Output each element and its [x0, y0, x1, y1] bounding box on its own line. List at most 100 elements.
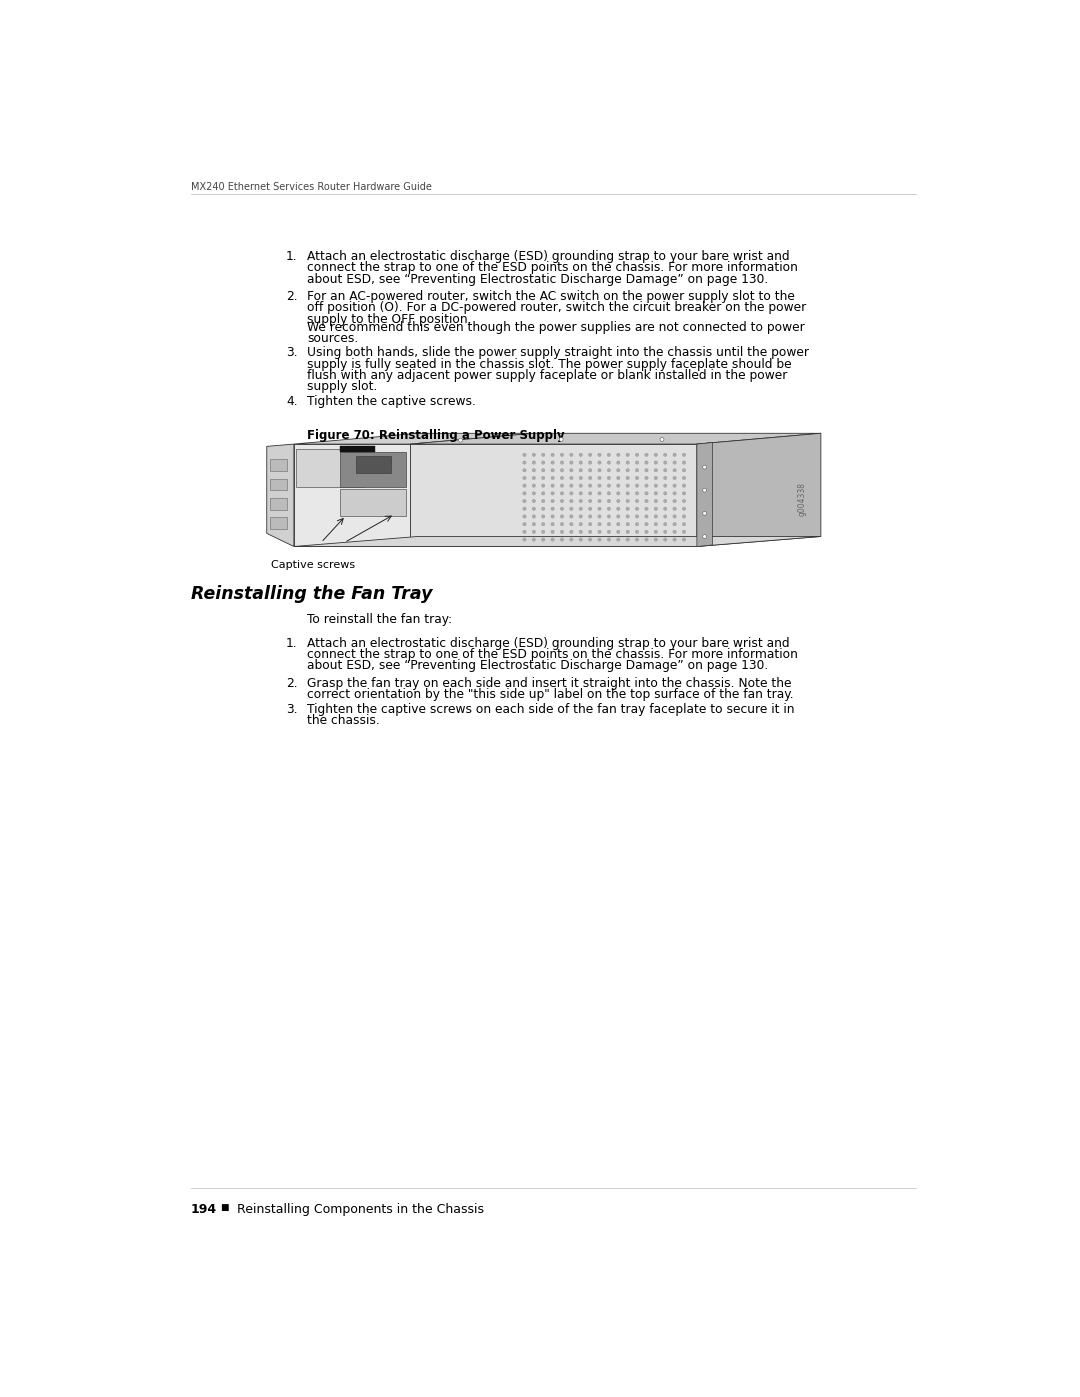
Circle shape: [635, 492, 638, 495]
Text: Grasp the fan tray on each side and insert it straight into the chassis. Note th: Grasp the fan tray on each side and inse…: [307, 676, 792, 690]
Circle shape: [579, 529, 582, 534]
Circle shape: [589, 538, 592, 541]
Circle shape: [663, 538, 667, 541]
Circle shape: [663, 499, 667, 503]
Circle shape: [607, 453, 610, 457]
Circle shape: [654, 529, 658, 534]
Text: connect the strap to one of the ESD points on the chassis. For more information: connect the strap to one of the ESD poin…: [307, 261, 798, 274]
Circle shape: [703, 535, 706, 538]
Text: We recommend this even though the power supplies are not connected to power: We recommend this even though the power …: [307, 321, 805, 334]
Circle shape: [579, 483, 582, 488]
Circle shape: [551, 483, 554, 488]
Circle shape: [607, 483, 610, 488]
Circle shape: [523, 461, 526, 464]
Text: the chassis.: the chassis.: [307, 714, 380, 728]
Circle shape: [598, 538, 602, 541]
Bar: [270, 460, 287, 471]
Polygon shape: [697, 443, 713, 546]
Polygon shape: [294, 536, 821, 546]
Circle shape: [561, 468, 564, 472]
Circle shape: [598, 529, 602, 534]
Circle shape: [561, 499, 564, 503]
Circle shape: [607, 507, 610, 510]
Circle shape: [532, 538, 536, 541]
Circle shape: [673, 514, 676, 518]
Circle shape: [569, 483, 573, 488]
Circle shape: [569, 453, 573, 457]
Circle shape: [579, 461, 582, 464]
Circle shape: [523, 529, 526, 534]
Circle shape: [645, 476, 648, 479]
Circle shape: [532, 476, 536, 479]
Circle shape: [561, 522, 564, 525]
Circle shape: [626, 476, 630, 479]
Circle shape: [598, 499, 602, 503]
Text: 1.: 1.: [286, 637, 298, 650]
Circle shape: [673, 453, 676, 457]
Circle shape: [663, 529, 667, 534]
Circle shape: [607, 492, 610, 495]
Circle shape: [635, 468, 638, 472]
Circle shape: [663, 476, 667, 479]
Circle shape: [645, 507, 648, 510]
Circle shape: [598, 492, 602, 495]
Circle shape: [617, 453, 620, 457]
Text: supply slot.: supply slot.: [307, 380, 377, 394]
Circle shape: [559, 437, 563, 441]
Circle shape: [561, 453, 564, 457]
Circle shape: [541, 507, 545, 510]
Circle shape: [579, 514, 582, 518]
Text: Attach an electrostatic discharge (ESD) grounding strap to your bare wrist and: Attach an electrostatic discharge (ESD) …: [307, 250, 789, 263]
Circle shape: [663, 461, 667, 464]
Circle shape: [532, 468, 536, 472]
Circle shape: [579, 507, 582, 510]
Text: Figure 70: Reinstalling a Power Supply: Figure 70: Reinstalling a Power Supply: [307, 429, 565, 441]
Circle shape: [663, 468, 667, 472]
Circle shape: [598, 461, 602, 464]
Text: g004338: g004338: [798, 482, 807, 515]
Circle shape: [654, 514, 658, 518]
Circle shape: [654, 468, 658, 472]
Text: Reinstalling the Fan Tray: Reinstalling the Fan Tray: [191, 585, 432, 604]
Circle shape: [654, 476, 658, 479]
Circle shape: [551, 476, 554, 479]
Bar: [270, 517, 287, 529]
Circle shape: [683, 499, 686, 503]
Circle shape: [607, 461, 610, 464]
Circle shape: [635, 507, 638, 510]
Circle shape: [617, 514, 620, 518]
Circle shape: [541, 492, 545, 495]
Circle shape: [541, 529, 545, 534]
Polygon shape: [340, 489, 406, 515]
Polygon shape: [697, 433, 821, 546]
Circle shape: [541, 522, 545, 525]
Circle shape: [523, 499, 526, 503]
Polygon shape: [410, 433, 821, 444]
Circle shape: [579, 538, 582, 541]
Circle shape: [532, 514, 536, 518]
Text: Attach an electrostatic discharge (ESD) grounding strap to your bare wrist and: Attach an electrostatic discharge (ESD) …: [307, 637, 789, 650]
Circle shape: [532, 453, 536, 457]
Circle shape: [663, 522, 667, 525]
Circle shape: [607, 468, 610, 472]
Circle shape: [683, 476, 686, 479]
Polygon shape: [296, 448, 364, 488]
Circle shape: [579, 499, 582, 503]
Circle shape: [607, 538, 610, 541]
Circle shape: [579, 453, 582, 457]
Circle shape: [626, 453, 630, 457]
Circle shape: [703, 489, 706, 492]
Circle shape: [589, 514, 592, 518]
Circle shape: [654, 492, 658, 495]
Circle shape: [683, 538, 686, 541]
Circle shape: [598, 483, 602, 488]
Circle shape: [626, 483, 630, 488]
Circle shape: [532, 483, 536, 488]
Circle shape: [551, 522, 554, 525]
Text: 2.: 2.: [286, 676, 298, 690]
Circle shape: [635, 476, 638, 479]
Circle shape: [523, 538, 526, 541]
Circle shape: [645, 499, 648, 503]
Circle shape: [673, 476, 676, 479]
Polygon shape: [294, 444, 410, 546]
